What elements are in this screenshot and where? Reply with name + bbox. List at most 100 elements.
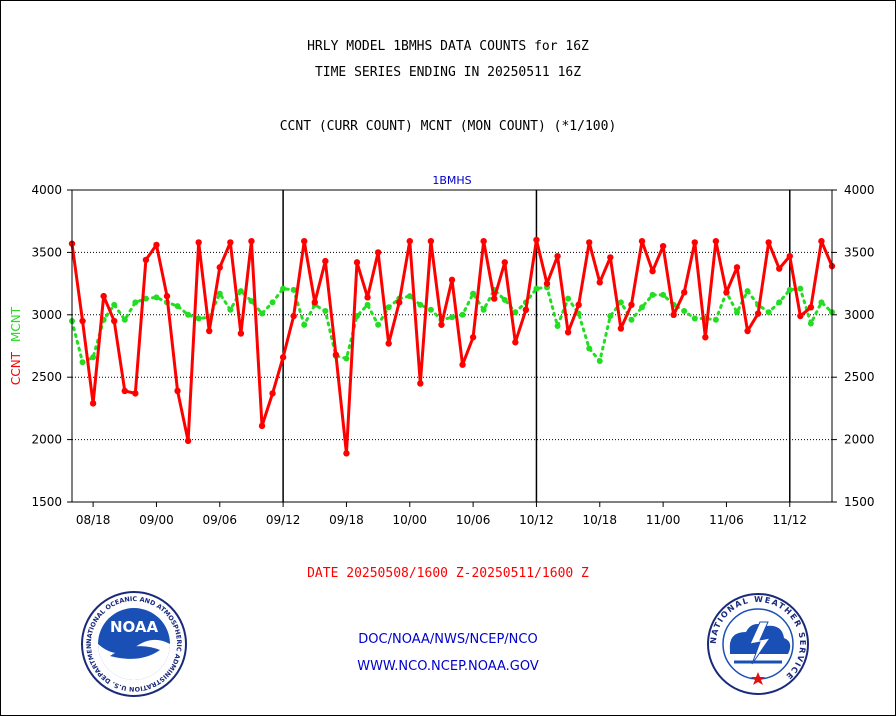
ccnt-point [396, 299, 403, 306]
ccnt-point [195, 239, 202, 246]
ccnt-point [522, 306, 530, 314]
ccnt-point [248, 237, 255, 245]
org-label: DOC/NOAA/NWS/NCEP/NCO [358, 632, 538, 647]
ccnt-point [469, 334, 477, 341]
mcnt-point [237, 288, 244, 295]
y-tick-label-right: 4000 [844, 183, 875, 197]
ccnt-point [596, 279, 603, 286]
mcnt-point [607, 313, 614, 320]
mcnt-point [617, 299, 624, 306]
ccnt-line [70, 238, 834, 455]
x-tick-label: 11/06 [709, 513, 744, 527]
mcnt-point [765, 309, 772, 316]
mcnt-point [807, 320, 814, 327]
ccnt-point [406, 237, 413, 245]
x-tick-label: 10/12 [519, 513, 554, 527]
mcnt-point [280, 285, 287, 292]
mcnt-point [691, 315, 698, 322]
website-link[interactable]: WWW.NCO.NCEP.NOAA.GOV [357, 659, 539, 674]
ccnt-point [459, 361, 466, 368]
mcnt-line [70, 285, 834, 365]
ccnt-point [174, 387, 181, 395]
y-axis-label-ccnt: CCNT [9, 351, 23, 385]
ccnt-point [733, 264, 741, 271]
noaa-logo-text: NOAA [110, 618, 159, 636]
mcnt-point [121, 316, 128, 323]
y-tick-label-left: 3500 [31, 245, 62, 259]
mcnt-point [586, 345, 593, 352]
ccnt-point [343, 450, 350, 457]
mcnt-point [385, 304, 392, 311]
mcnt-point [660, 291, 667, 298]
ccnt-point [427, 237, 435, 245]
y-tick-label-left: 2000 [31, 433, 62, 447]
chart-subtitle: CCNT (CURR COUNT) MCNT (MON COUNT) (*1/1… [279, 119, 617, 134]
ccnt-point [142, 256, 150, 264]
mcnt-point [90, 354, 97, 361]
ccnt-point [163, 292, 171, 300]
mcnt-point [501, 296, 508, 303]
mcnt-point [406, 293, 413, 300]
ccnt-point [237, 330, 245, 337]
ccnt-point [438, 321, 445, 328]
ccnt-point [607, 254, 614, 261]
mcnt-point [459, 311, 466, 318]
mcnt-point [79, 359, 86, 366]
mcnt-point [185, 311, 192, 318]
mcnt-point [449, 314, 455, 321]
ccnt-point [586, 239, 593, 246]
x-tick-label: 09/12 [266, 513, 301, 527]
ccnt-point [512, 339, 519, 346]
x-tick-label: 09/18 [329, 513, 364, 527]
ccnt-point [564, 329, 572, 336]
y-tick-label-right: 2000 [844, 433, 875, 447]
ccnt-point [533, 236, 540, 244]
ccnt-point [797, 312, 804, 320]
mcnt-point [174, 303, 181, 310]
x-tick-label: 10/06 [456, 513, 491, 527]
mcnt-point [375, 321, 382, 328]
ccnt-point [670, 311, 677, 318]
mcnt-point [417, 301, 424, 308]
mcnt-point [259, 310, 265, 317]
y-axis-label: CCNT MCNT [9, 306, 23, 385]
x-tick-label: 08/18 [76, 513, 111, 527]
mcnt-point [216, 290, 223, 297]
ccnt-point [501, 259, 508, 266]
ccnt-point [322, 257, 329, 265]
chart-title-line2: TIME SERIES ENDING IN 20250511 16Z [314, 65, 582, 80]
mcnt-point [512, 309, 519, 316]
y-tick-label-right: 1500 [844, 495, 875, 509]
mcnt-point [797, 285, 804, 292]
ccnt-point [712, 237, 720, 245]
mcnt-point [818, 299, 825, 306]
ccnt-point [206, 327, 213, 335]
x-tick-label: 09/06 [202, 513, 237, 527]
ccnt-point [121, 387, 128, 395]
ccnt-point [364, 294, 371, 301]
plot-frame [71, 189, 833, 503]
ccnt-point [575, 301, 582, 309]
ccnt-point [818, 237, 825, 245]
y-tick-label-left: 2500 [31, 370, 62, 384]
mcnt-point [712, 316, 719, 323]
ccnt-point [79, 317, 86, 325]
ccnt-point [227, 239, 234, 246]
y-tick-label-left: 3000 [31, 308, 62, 322]
ccnt-point [385, 340, 392, 347]
axis-layer: 1500 1500 2000 2000 2500 2500 3000 3000 3500 3500… [9, 174, 875, 527]
mcnt-point [290, 286, 297, 293]
mcnt-point [132, 299, 139, 306]
ccnt-point [89, 400, 97, 407]
ccnt-point [691, 239, 698, 246]
x-tick-label: 10/18 [582, 513, 617, 527]
time-series-chart: 1500 1500 2000 2000 2500 2500 3000 3000 3500 3500… [9, 174, 875, 527]
ccnt-point [417, 380, 424, 387]
mcnt-point [681, 308, 688, 315]
ccnt-point [258, 422, 266, 430]
ccnt-point [311, 299, 318, 306]
ccnt-point [807, 304, 815, 311]
y-tick-label-left: 4000 [31, 183, 62, 197]
ccnt-point [448, 276, 456, 284]
ccnt-point [554, 252, 561, 260]
